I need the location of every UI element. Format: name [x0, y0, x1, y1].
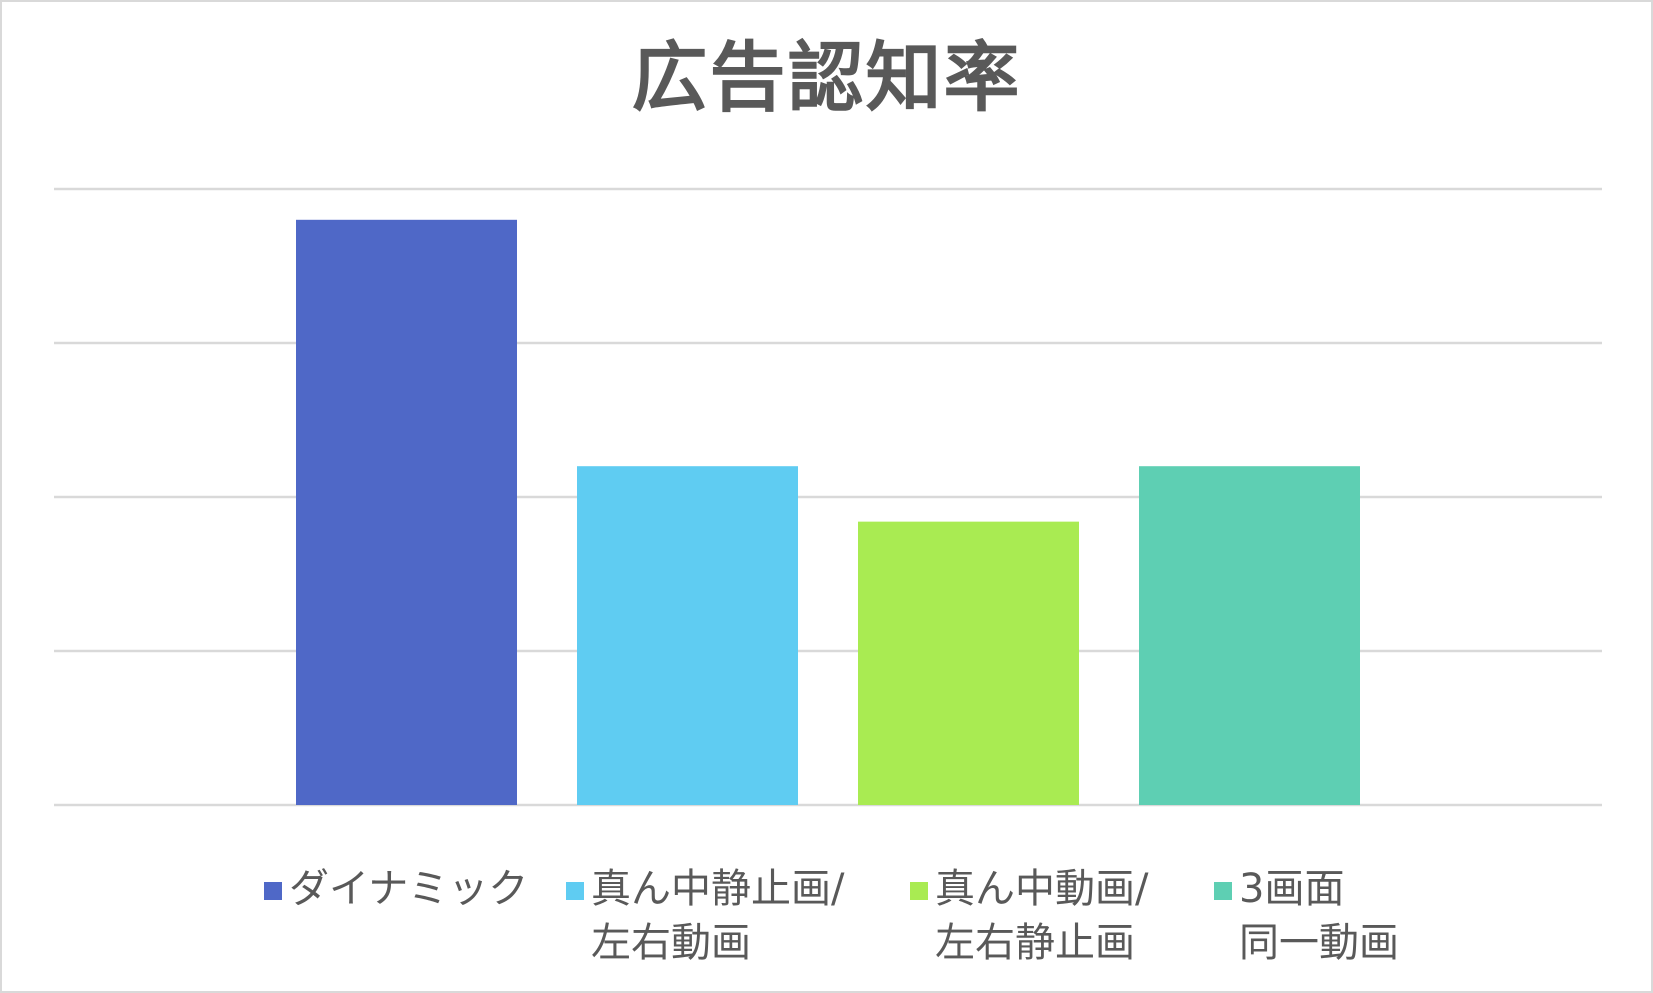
legend-swatch: [910, 882, 928, 900]
legend-item-dynamic: ダイナミック: [264, 862, 528, 916]
bar-4: [1139, 466, 1360, 805]
legend-item-three-screens-same-video: 3画面 同一動画: [1214, 862, 1399, 970]
legend-label: 真ん中動画/ 左右静止画: [935, 862, 1148, 970]
legend-label-line2: 同一動画: [1239, 920, 1399, 966]
bars: [296, 219, 1360, 806]
legend-swatch: [264, 882, 282, 900]
legend-item-center-still-sides-video: 真ん中静止画/ 左右動画: [566, 862, 844, 970]
legend-label-line1: ダイナミック: [289, 866, 529, 912]
chart-title: 広告認知率: [631, 33, 1022, 122]
legend: ダイナミック 真ん中静止画/ 左右動画 真ん中動画/ 左右静止画 3画面 同一動…: [2, 862, 1651, 982]
legend-item-center-video-sides-still: 真ん中動画/ 左右静止画: [910, 862, 1148, 970]
bar-1: [296, 219, 517, 806]
legend-label: 真ん中静止画/ 左右動画: [591, 862, 844, 970]
gridlines: [54, 187, 1602, 807]
legend-swatch: [1214, 882, 1232, 900]
bar-2: [577, 466, 798, 805]
legend-label-line1: 3画面: [1239, 866, 1345, 912]
legend-label-line1: 真ん中動画/: [935, 866, 1149, 912]
legend-label-line2: 左右動画: [591, 920, 751, 966]
bar-3: [858, 521, 1079, 805]
legend-swatch: [566, 882, 584, 900]
legend-label: 3画面 同一動画: [1239, 862, 1399, 970]
legend-label-line2: 左右静止画: [935, 920, 1135, 966]
legend-label-line1: 真ん中静止画/: [591, 866, 845, 912]
legend-label: ダイナミック: [289, 862, 528, 916]
